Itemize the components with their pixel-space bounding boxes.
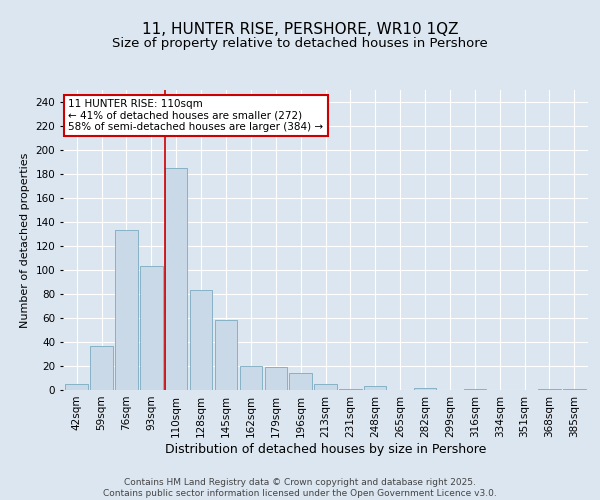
Bar xyxy=(239,366,262,390)
Text: Contains HM Land Registry data © Crown copyright and database right 2025.
Contai: Contains HM Land Registry data © Crown c… xyxy=(103,478,497,498)
Bar xyxy=(339,389,362,390)
Bar xyxy=(314,384,337,390)
Bar xyxy=(364,386,386,390)
Bar xyxy=(65,384,88,390)
Bar xyxy=(563,389,586,390)
Bar xyxy=(165,168,187,390)
Bar xyxy=(190,290,212,390)
Bar xyxy=(215,320,237,390)
Bar xyxy=(265,367,287,390)
Bar xyxy=(140,266,163,390)
Bar xyxy=(289,373,312,390)
Bar xyxy=(414,388,436,390)
X-axis label: Distribution of detached houses by size in Pershore: Distribution of detached houses by size … xyxy=(165,442,486,456)
Bar xyxy=(538,389,560,390)
Bar xyxy=(464,389,486,390)
Bar xyxy=(91,346,113,390)
Y-axis label: Number of detached properties: Number of detached properties xyxy=(20,152,30,328)
Text: 11, HUNTER RISE, PERSHORE, WR10 1QZ: 11, HUNTER RISE, PERSHORE, WR10 1QZ xyxy=(142,22,458,38)
Bar xyxy=(115,230,137,390)
Text: Size of property relative to detached houses in Pershore: Size of property relative to detached ho… xyxy=(112,38,488,51)
Text: 11 HUNTER RISE: 110sqm
← 41% of detached houses are smaller (272)
58% of semi-de: 11 HUNTER RISE: 110sqm ← 41% of detached… xyxy=(68,99,323,132)
